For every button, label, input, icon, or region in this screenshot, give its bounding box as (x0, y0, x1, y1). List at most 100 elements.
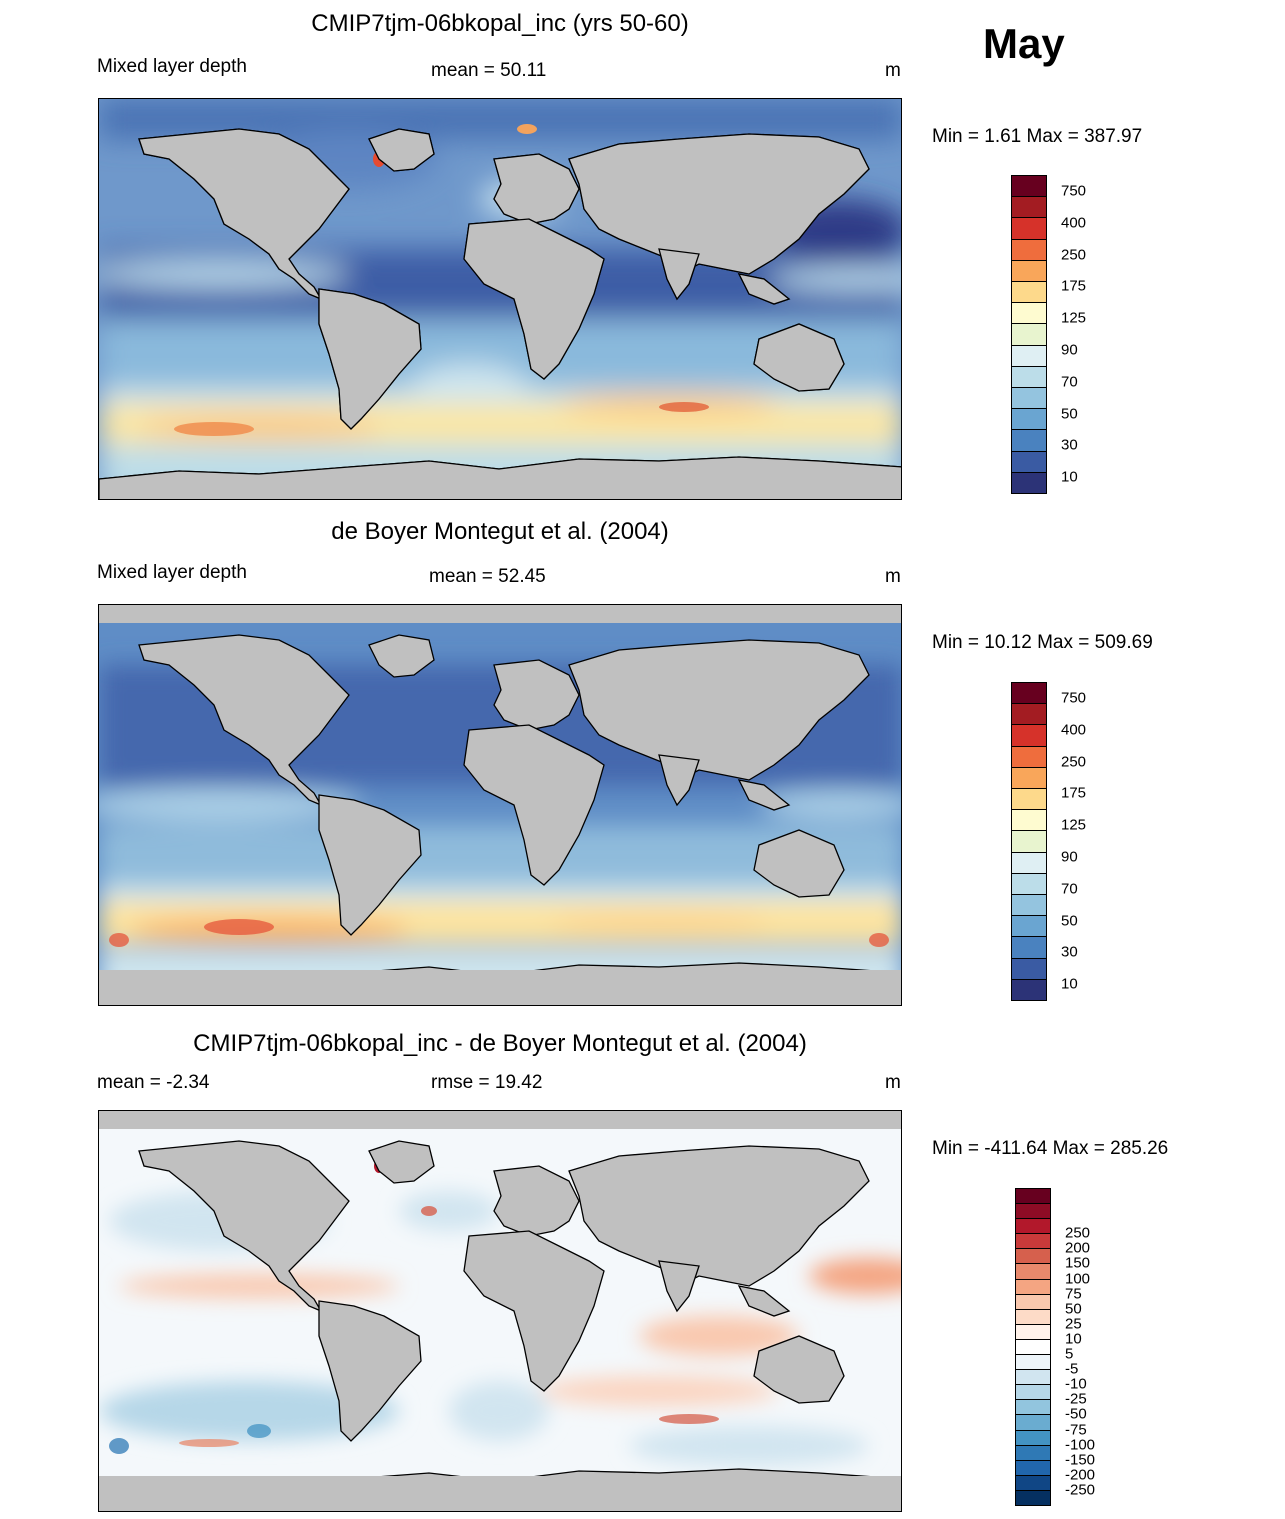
colorbar-tick-label: 30 (1061, 943, 1078, 961)
colorbar-tick-label: -150 (1065, 1451, 1096, 1469)
colorbar-tick-label: -75 (1065, 1421, 1087, 1439)
colorbar-swatch (1011, 344, 1047, 367)
panel-obs-variable-label: Mixed layer depth (97, 562, 247, 583)
colorbar-tick-label: 10 (1061, 975, 1078, 993)
colorbar-swatch (1015, 1429, 1051, 1446)
colorbar-tick-label: 10 (1065, 1330, 1082, 1348)
colorbar-swatch (1011, 429, 1047, 452)
colorbar-tick-label: 50 (1061, 912, 1078, 929)
colorbar-swatch (1011, 217, 1047, 240)
colorbar-tick-label: 400 (1061, 721, 1087, 739)
colorbar-tick-label: 30 (1061, 436, 1078, 454)
colorbar-tick-label: -25 (1065, 1390, 1087, 1408)
colorbar-tick-label: -100 (1065, 1436, 1096, 1454)
colorbar-swatch (1015, 1203, 1051, 1220)
colorbar-swatch (1011, 766, 1047, 789)
colorbar-swatch (1011, 281, 1047, 304)
colorbar-tick-label: 750 (1061, 182, 1087, 200)
colorbar-swatch (1015, 1263, 1051, 1280)
colorbar-swatch (1011, 387, 1047, 410)
colorbar-swatch (1011, 724, 1047, 747)
colorbar-swatch (1011, 365, 1047, 388)
panel-model-map (98, 98, 902, 500)
colorbar-swatch (1011, 851, 1047, 874)
colorbar-swatch (1011, 196, 1047, 219)
colorbar-tick-label: 50 (1065, 1300, 1082, 1318)
panel-model-mean: mean = 50.11 (431, 60, 547, 81)
colorbar-tick-label: 125 (1061, 309, 1087, 327)
panel-diff-unit: m (885, 1072, 901, 1093)
colorbar-swatch (1011, 830, 1047, 853)
colorbar-swatch (1015, 1459, 1051, 1476)
panel-obs-map-svg (99, 605, 901, 1005)
colorbar-swatch (1011, 471, 1047, 494)
colorbar-tick-label: 250 (1061, 753, 1087, 770)
colorbar-swatch (1011, 915, 1047, 938)
panel-model-unit: m (885, 60, 901, 81)
colorbar-tick-label: 100 (1065, 1270, 1091, 1288)
colorbar-tick-label: 70 (1061, 373, 1078, 391)
panel-model-map-svg (99, 99, 901, 499)
panel-model-variable-label: Mixed layer depth (97, 56, 247, 77)
colorbar-swatch (1015, 1489, 1051, 1506)
colorbar-swatch (1011, 936, 1047, 959)
colorbar-swatch (1015, 1414, 1051, 1431)
colorbar-tick-label: 5 (1065, 1345, 1074, 1363)
colorbar-swatch (1015, 1248, 1051, 1265)
colorbar-tick-label: 75 (1065, 1285, 1082, 1303)
month-label: May (983, 20, 1065, 67)
colorbar-swatch (1015, 1384, 1051, 1401)
panel-diff-minmax: Min = -411.64 Max = 285.26 (932, 1138, 1169, 1159)
colorbar-swatch (1011, 302, 1047, 325)
panel-model-minmax: Min = 1.61 Max = 387.97 (932, 126, 1143, 147)
colorbar-swatch (1011, 745, 1047, 768)
panel-obs-title: de Boyer Montegut et al. (2004) (331, 518, 669, 545)
colorbar-swatch (1011, 450, 1047, 473)
colorbar-swatch (1015, 1399, 1051, 1416)
colorbar-swatch (1011, 872, 1047, 895)
colorbar-swatch (1011, 323, 1047, 346)
panel-model-colorbar: 750 400 250 175 125 90 70 50 30 10 (1011, 175, 1131, 494)
colorbar-swatch (1015, 1444, 1051, 1461)
colorbar-tick-label: 90 (1061, 341, 1078, 359)
panel-diff-mean: mean = -2.34 (97, 1072, 210, 1093)
colorbar-tick-label: 250 (1065, 1224, 1091, 1242)
colorbar-swatch (1011, 259, 1047, 282)
colorbar-swatch (1015, 1293, 1051, 1310)
colorbar-swatch (1011, 894, 1047, 917)
colorbar-swatch (1015, 1474, 1051, 1491)
colorbar-swatch (1011, 957, 1047, 980)
colorbar-tick-label: -200 (1065, 1466, 1096, 1484)
colorbar-swatch (1015, 1354, 1051, 1371)
colorbar-swatch (1015, 1188, 1051, 1205)
colorbar-tick-label: 125 (1061, 816, 1087, 834)
panel-diff-map (98, 1110, 902, 1512)
colorbar-swatch (1011, 175, 1047, 198)
colorbar-swatch (1015, 1369, 1051, 1386)
colorbar-tick-label: 200 (1065, 1239, 1091, 1257)
colorbar-swatch (1011, 978, 1047, 1001)
panel-obs-colorbar: 750 400 250 175 125 90 70 50 30 10 (1011, 682, 1131, 1001)
colorbar-tick-label: 175 (1061, 784, 1087, 802)
colorbar-tick-label: 50 (1061, 405, 1078, 422)
colorbar-tick-label: -10 (1065, 1375, 1087, 1393)
colorbar-swatch (1011, 682, 1047, 705)
colorbar-tick-label: -5 (1065, 1360, 1079, 1378)
panel-obs-mean: mean = 52.45 (429, 566, 546, 587)
colorbar-swatch (1015, 1323, 1051, 1340)
colorbar-swatch (1011, 703, 1047, 726)
colorbar-tick-label: 90 (1061, 848, 1078, 866)
colorbar-swatch (1015, 1308, 1051, 1325)
colorbar-swatch (1015, 1218, 1051, 1235)
colorbar-swatch (1015, 1278, 1051, 1295)
panel-obs-minmax: Min = 10.12 Max = 509.69 (932, 632, 1153, 653)
colorbar-tick-label: 250 (1061, 246, 1087, 263)
colorbar-swatch (1011, 788, 1047, 811)
colorbar-tick-label: -250 (1065, 1481, 1096, 1499)
panel-diff-title: CMIP7tjm-06bkopal_inc - de Boyer Montegu… (193, 1030, 807, 1057)
colorbar-swatch (1015, 1233, 1051, 1250)
colorbar-swatch (1011, 238, 1047, 261)
colorbar-tick-label: -50 (1065, 1405, 1087, 1423)
panel-diff-colorbar: 250 200 150 100 75 50 25 10 5 -5 -10 -25 -50 -75 -100-… (1015, 1188, 1125, 1506)
colorbar-swatch (1015, 1338, 1051, 1356)
